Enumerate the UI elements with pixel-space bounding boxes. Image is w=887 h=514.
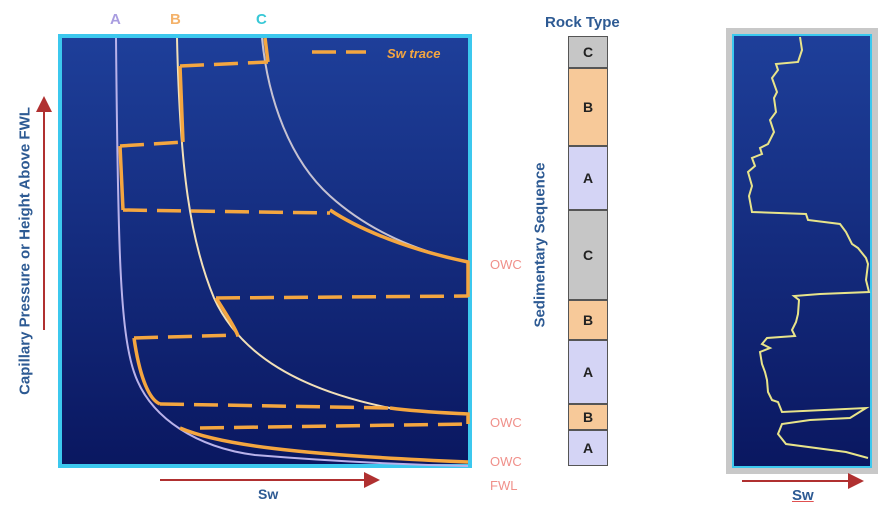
log-x-axis-label: Sw [792,487,814,504]
sw-log-curve [746,36,871,459]
rock-layer-label: C [582,44,594,60]
rock-layer-a2: A [568,340,608,404]
rock-column: C B A C B A B A [568,36,608,466]
rock-layer-a3: A [568,430,608,466]
curve-label-a: A [110,11,121,28]
y-axis-label: Capillary Pressure or Height Above FWL [16,107,34,395]
rock-layer-label: B [582,312,594,328]
rock-layer-b1: B [568,68,608,146]
owc-label-middle: OWC [490,415,522,430]
rock-layer-label: A [582,170,594,186]
sw-trace-dashed [119,50,469,430]
sedimentary-sequence-label: Sedimentary Sequence [531,162,549,328]
log-panel-plot [732,34,872,468]
owc-label-lower: OWC [490,454,522,469]
rock-layer-c1: C [568,36,608,68]
curve-label-b: B [170,11,181,28]
x-axis-label: Sw [258,486,279,502]
rock-layer-label: C [582,247,594,263]
plot-area [58,34,472,468]
rock-layer-label: B [582,99,594,115]
rock-layer-c2: C [568,210,608,300]
rock-layer-label: A [582,364,594,380]
rock-type-title: Rock Type [545,14,620,31]
owc-label-upper: OWC [490,257,522,272]
rock-layer-b3: B [568,404,608,430]
rock-layer-label: A [582,440,594,456]
curve-label-c: C [256,11,267,28]
rock-layer-label: B [582,409,594,425]
legend-sw-trace: Sw trace [387,46,441,61]
rock-layer-b2: B [568,300,608,340]
curve-a [115,37,469,467]
fwl-label: FWL [490,478,518,493]
rock-layer-a1: A [568,146,608,210]
sw-trace [118,37,470,464]
